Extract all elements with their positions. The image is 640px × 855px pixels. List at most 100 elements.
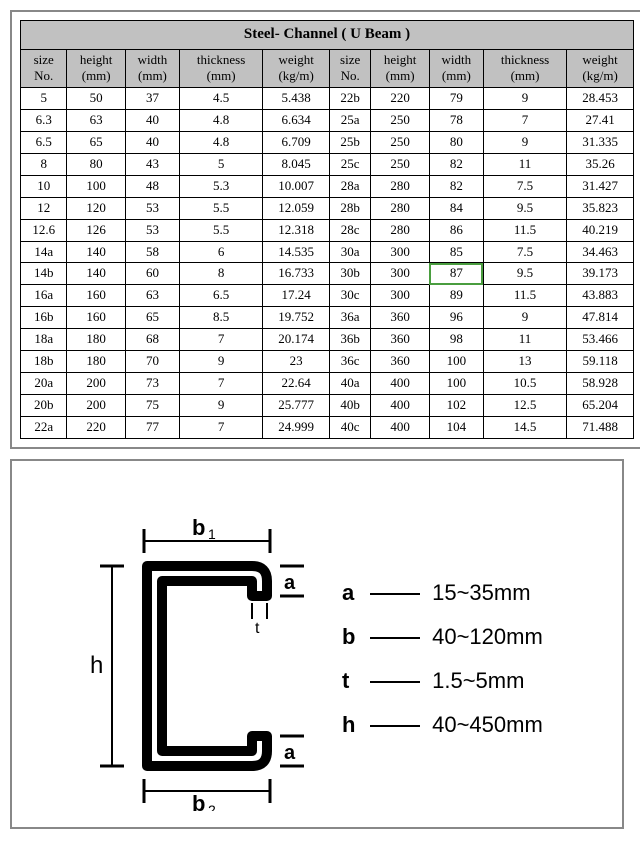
table-row: 22a22077724.99940c40010414.571.488 [21,416,634,438]
diagram-container: b 1 b 2 a a t h a 15~35mmb 40 [10,459,624,829]
table-cell: 7 [483,110,566,132]
table-cell: 40b [329,394,370,416]
table-cell: 16b [21,307,67,329]
table-cell: 65.204 [567,394,634,416]
table-cell: 60 [125,263,179,285]
legend-item: a 15~35mm [342,571,543,615]
table-cell: 84 [429,197,483,219]
table-cell: 30a [329,241,370,263]
table-cell: 12.059 [263,197,330,219]
table-row: 12.6126535.512.31828c2808611.540.219 [21,219,634,241]
svg-text:b: b [192,791,205,811]
table-cell: 180 [67,350,126,372]
table-cell: 7 [179,329,262,351]
table-cell: 250 [371,110,430,132]
table-cell: 104 [429,416,483,438]
table-cell: 87 [429,263,483,285]
table-cell: 78 [429,110,483,132]
table-cell: 280 [371,219,430,241]
table-cell: 200 [67,394,126,416]
table-cell: 16a [21,285,67,307]
table-cell: 31.427 [567,175,634,197]
table-cell: 40.219 [567,219,634,241]
table-cell: 100 [429,350,483,372]
table-cell: 4.8 [179,110,262,132]
table-cell: 58.928 [567,372,634,394]
table-cell: 17.24 [263,285,330,307]
table-row: 18a18068720.17436b360981153.466 [21,329,634,351]
column-header: sizeNo. [21,49,67,88]
table-cell: 7 [179,372,262,394]
table-cell: 180 [67,329,126,351]
table-row: 16b160658.519.75236a36096947.814 [21,307,634,329]
svg-text:b: b [192,515,205,540]
column-header: thickness(mm) [483,49,566,88]
table-row: 14b14060816.73330b300879.539.173 [21,263,634,285]
table-cell: 300 [371,241,430,263]
table-cell: 11.5 [483,219,566,241]
table-cell: 8.5 [179,307,262,329]
table-cell: 10.5 [483,372,566,394]
table-row: 550374.55.43822b22079928.453 [21,88,634,110]
table-cell: 35.26 [567,153,634,175]
table-cell: 100 [67,175,126,197]
table-cell: 5 [179,153,262,175]
table-cell: 400 [371,394,430,416]
table-cell: 28c [329,219,370,241]
table-cell: 5.3 [179,175,262,197]
table-cell: 360 [371,329,430,351]
table-cell: 6.5 [21,132,67,154]
table-cell: 9 [483,88,566,110]
table-row: 6.363404.86.63425a25078727.41 [21,110,634,132]
table-cell: 82 [429,153,483,175]
table-row: 20b20075925.77740b40010212.565.204 [21,394,634,416]
table-cell: 98 [429,329,483,351]
table-cell: 53.466 [567,329,634,351]
table-cell: 28b [329,197,370,219]
table-cell: 16.733 [263,263,330,285]
table-cell: 25b [329,132,370,154]
table-cell: 11.5 [483,285,566,307]
table-cell: 34.463 [567,241,634,263]
table-cell: 7.5 [483,175,566,197]
table-cell: 10 [21,175,67,197]
table-cell: 250 [371,153,430,175]
table-title: Steel- Channel ( U Beam ) [21,21,634,50]
svg-text:1: 1 [208,526,216,542]
table-cell: 18a [21,329,67,351]
table-cell: 58 [125,241,179,263]
table-cell: 75 [125,394,179,416]
table-cell: 9.5 [483,263,566,285]
column-header: width(mm) [429,49,483,88]
table-cell: 22a [21,416,67,438]
svg-text:t: t [255,620,260,637]
table-cell: 5.438 [263,88,330,110]
table-cell: 30b [329,263,370,285]
table-cell: 25.777 [263,394,330,416]
table-body: 550374.55.43822b22079928.4536.363404.86.… [21,88,634,438]
table-cell: 12 [21,197,67,219]
table-cell: 25c [329,153,370,175]
table-cell: 9 [483,307,566,329]
table-cell: 63 [67,110,126,132]
column-header: thickness(mm) [179,49,262,88]
table-row: 18b1807092336c3601001359.118 [21,350,634,372]
table-cell: 37 [125,88,179,110]
table-cell: 47.814 [567,307,634,329]
table-cell: 39.173 [567,263,634,285]
table-cell: 14a [21,241,67,263]
table-cell: 8 [21,153,67,175]
table-cell: 14b [21,263,67,285]
table-row: 20a20073722.6440a40010010.558.928 [21,372,634,394]
table-cell: 4.5 [179,88,262,110]
table-cell: 85 [429,241,483,263]
table-cell: 9 [179,350,262,372]
table-cell: 160 [67,307,126,329]
table-cell: 20a [21,372,67,394]
title-row: Steel- Channel ( U Beam ) [21,21,634,50]
column-header: width(mm) [125,49,179,88]
table-cell: 73 [125,372,179,394]
table-cell: 250 [371,132,430,154]
table-cell: 53 [125,197,179,219]
table-cell: 80 [67,153,126,175]
